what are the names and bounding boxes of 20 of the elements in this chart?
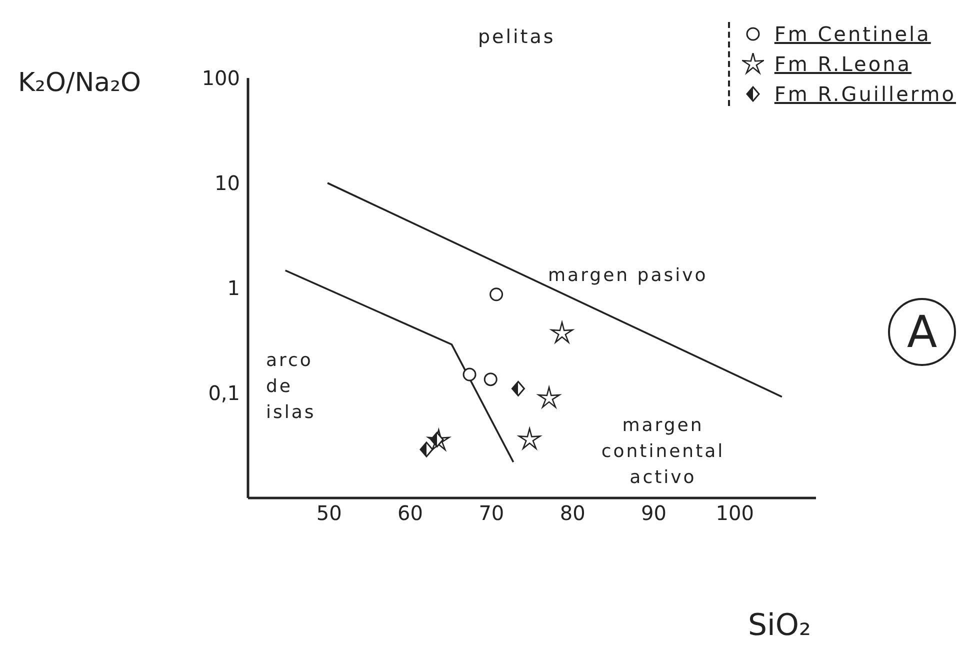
- text: pelitas: [478, 26, 556, 48]
- y-tick-label: 10: [214, 171, 240, 196]
- x-tick-label: 60: [398, 501, 424, 526]
- y-tick-label: 100: [202, 66, 240, 90]
- annotation: margen pasivo: [548, 264, 709, 288]
- x-tick-label: 70: [478, 501, 504, 526]
- y-axis-title: K₂O/Na₂O: [18, 68, 141, 98]
- x-tick-label: 50: [316, 501, 342, 526]
- circle-outline: A: [888, 298, 956, 366]
- x-axis-title: SiO₂: [748, 608, 812, 643]
- y-tick-label: 0,1: [208, 381, 240, 406]
- legend-label: Fm R.Guillermo: [774, 82, 956, 106]
- x-tick-label: 90: [640, 501, 666, 526]
- annotation: arco de islas: [266, 349, 317, 425]
- y-tick-label: 1: [227, 276, 240, 300]
- x-tick-label: 100: [716, 501, 754, 526]
- annotation: margen continental activo: [600, 414, 726, 490]
- x-tick-label: 80: [560, 501, 586, 526]
- legend-label: Fm R.Leona: [774, 52, 912, 76]
- legend-label: Fm Centinela: [774, 22, 931, 46]
